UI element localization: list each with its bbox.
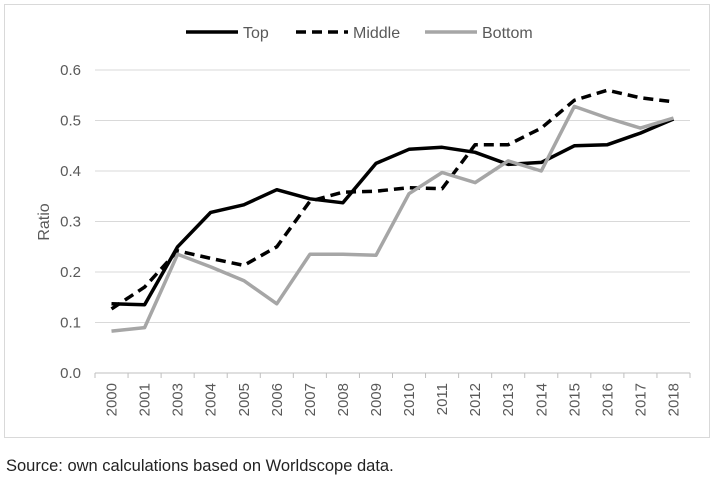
x-tick-label: 2001 (137, 383, 154, 416)
legend: Top Middle Bottom (186, 25, 533, 42)
x-tick-label: 2007 (302, 383, 319, 416)
x-tick-label: 2010 (401, 383, 418, 416)
y-tick-label: 0.5 (60, 113, 81, 130)
x-tick-label: 2016 (599, 383, 616, 416)
x-tick-label: 2005 (236, 383, 253, 416)
x-tick-label: 2000 (104, 383, 121, 416)
series-line-middle (110, 88, 674, 311)
x-tick-label: 2013 (500, 383, 517, 416)
source-note: Source: own calculations based on Worlds… (6, 457, 394, 475)
x-tick-label: 2017 (632, 383, 649, 416)
line-chart: 0.0 0.1 0.2 0.3 0.4 0.5 0.6 2000 2001 2003 2004 200… (36, 25, 691, 416)
grid-lines (95, 69, 690, 323)
chart-frame (4, 4, 710, 438)
y-axis-label: Ratio (36, 203, 53, 240)
axes: 0.0 0.1 0.2 0.3 0.4 0.5 0.6 2000 2001 2003 2004 200… (60, 62, 691, 416)
y-tick-label: 0.6 (60, 62, 81, 79)
x-tick-label: 2015 (566, 383, 583, 416)
x-tick-label: 2009 (368, 383, 385, 416)
x-tick-label: 2008 (335, 383, 352, 416)
y-tick-label: 0.0 (60, 365, 81, 382)
x-tick-label: 2012 (467, 383, 484, 416)
y-tick-label: 0.4 (60, 163, 81, 180)
x-tick-label: 2004 (203, 383, 220, 416)
series-line-top (111, 117, 675, 307)
y-tick-label: 0.1 (60, 315, 81, 332)
legend-label-bottom: Bottom (482, 25, 533, 42)
legend-label-middle: Middle (353, 25, 400, 42)
series-lines (110, 88, 675, 333)
x-tick-label: 2006 (269, 383, 286, 416)
series-line-bottom (111, 104, 675, 333)
y-tick-label: 0.3 (60, 214, 81, 231)
x-tick-label: 2018 (665, 383, 682, 416)
x-tick-label: 2003 (170, 383, 187, 416)
legend-label-top: Top (243, 25, 269, 42)
x-tick-label: 2014 (533, 383, 550, 416)
y-tick-label: 0.2 (60, 264, 81, 281)
x-tick-label: 2011 (434, 383, 451, 415)
